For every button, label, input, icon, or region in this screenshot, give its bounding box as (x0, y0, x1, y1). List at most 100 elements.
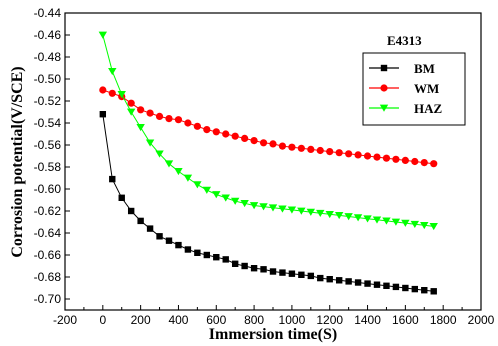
bm-point (175, 241, 182, 249)
haz-point (382, 217, 391, 225)
haz-point (108, 67, 117, 76)
haz-point (344, 213, 353, 221)
wm-point (288, 143, 296, 151)
x-tick-label: 1200 (316, 313, 343, 327)
haz-point (212, 191, 221, 199)
bm-point (373, 281, 381, 288)
y-tick-label: -0.62 (34, 204, 62, 218)
bm-point (118, 194, 125, 201)
haz-point (98, 31, 108, 39)
wm-point (307, 145, 315, 153)
wm-point (193, 122, 201, 130)
x-tick-label: 1000 (279, 313, 306, 327)
haz-point (297, 207, 306, 215)
haz-point (240, 199, 249, 208)
wm-point (345, 150, 353, 158)
wm-point (241, 134, 249, 142)
haz-point (391, 218, 401, 226)
y-tick-label: -0.52 (34, 94, 62, 108)
haz-point (126, 108, 136, 116)
bm-point (194, 249, 201, 256)
wm-point (212, 128, 220, 136)
wm-point (127, 99, 135, 107)
wm-point (420, 159, 428, 167)
bm-point (241, 262, 248, 270)
series-layer (98, 31, 438, 295)
series-haz (98, 31, 438, 231)
haz-point (174, 168, 183, 176)
haz-point (268, 204, 278, 212)
legend-marker-haz (379, 104, 389, 112)
bm-point (335, 277, 343, 284)
bm-point (430, 288, 437, 295)
legend-entry-haz: HAZ (369, 101, 443, 116)
wm-point (231, 132, 239, 140)
legend-label-bm: BM (414, 61, 435, 76)
wm-point (165, 115, 173, 123)
haz-point (316, 209, 325, 217)
haz-point (259, 203, 268, 211)
y-tick-label: -0.70 (34, 292, 62, 306)
wm-point (335, 149, 343, 157)
wm-point (184, 119, 192, 127)
y-tick-label: -0.44 (34, 6, 62, 20)
haz-point (117, 91, 126, 99)
haz-point (164, 160, 174, 168)
bm-point (402, 284, 409, 292)
wm-point (392, 155, 400, 163)
wm-point (430, 160, 438, 168)
haz-point (353, 214, 363, 222)
bm-point (165, 237, 173, 244)
x-tick-label: -200 (53, 313, 77, 327)
wm-point (382, 154, 391, 162)
bm-point (345, 278, 352, 285)
legend-entry-bm: BM (369, 61, 435, 76)
x-tick-label: 1600 (392, 313, 419, 327)
haz-point (372, 216, 382, 224)
bm-point (99, 111, 107, 118)
haz-point (420, 221, 429, 230)
bm-point (146, 225, 154, 232)
legend: E4313 BM WM HAZ (362, 33, 466, 126)
bm-point (109, 175, 116, 183)
x-tick-label: 0 (99, 313, 106, 327)
x-axis: -200 0 200 400 600 800 1000 1200 1400 1600 1800 200… (53, 305, 495, 327)
bm-point (288, 270, 296, 277)
wm-point (108, 89, 116, 97)
bm-point (317, 274, 324, 282)
haz-point (401, 219, 410, 227)
x-tick-label: 800 (244, 313, 264, 327)
legend-label-wm: WM (414, 81, 439, 96)
haz-point (145, 139, 155, 147)
x-axis-label: Immersion time(S) (209, 326, 337, 343)
wm-point (259, 139, 268, 147)
bm-point (203, 251, 211, 259)
y-tick-label: -0.50 (34, 72, 62, 86)
bm-point (364, 280, 371, 287)
y-tick-label: -0.46 (34, 28, 62, 42)
wm-point (222, 130, 230, 138)
wm-point (137, 106, 145, 114)
bm-point (127, 207, 135, 215)
wm-point (297, 144, 305, 152)
haz-point (193, 181, 202, 189)
y-axis: -0.70 -0.68 -0.66 -0.64 -0.62 -0.60 -0.58 -0.56… (34, 6, 70, 306)
bm-point (392, 283, 400, 291)
y-tick-label: -0.60 (34, 182, 62, 196)
haz-point (249, 202, 259, 210)
series-bm (99, 111, 437, 295)
haz-point (429, 223, 438, 231)
bm-point (411, 285, 419, 293)
haz-point (306, 208, 316, 216)
haz-point (221, 194, 230, 202)
legend-marker-bm (380, 64, 388, 72)
haz-point (183, 174, 193, 182)
bm-point (383, 282, 390, 289)
x-tick-label: 2000 (468, 313, 495, 327)
x-tick-label: 600 (206, 313, 226, 327)
haz-point (136, 124, 145, 132)
wm-point (203, 126, 211, 134)
y-tick-label: -0.64 (34, 226, 62, 240)
wm-point (174, 116, 183, 124)
